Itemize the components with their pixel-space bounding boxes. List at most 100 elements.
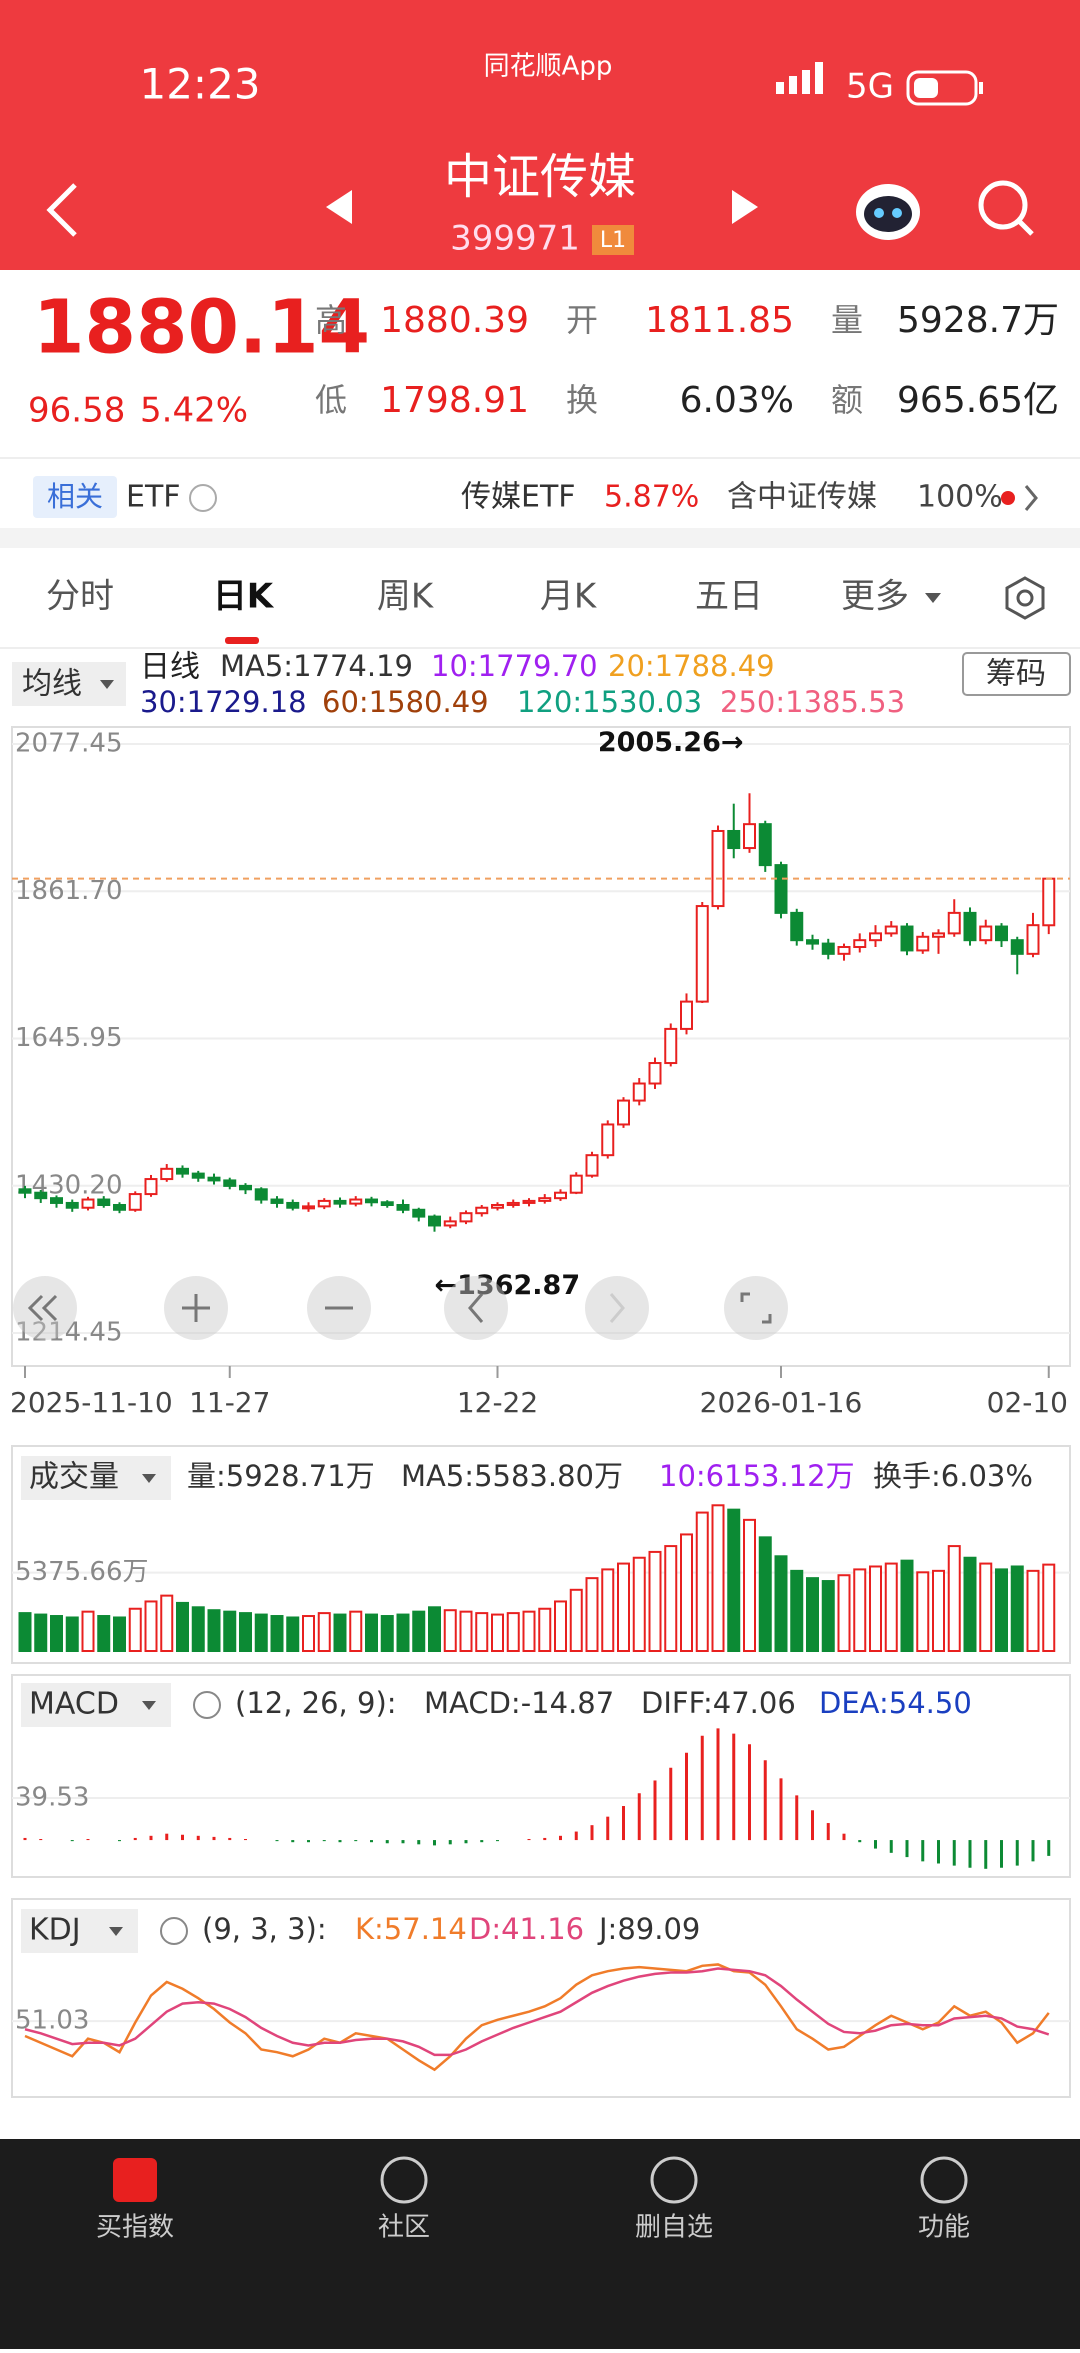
candle-body <box>65 1201 79 1209</box>
volume-bar <box>191 1606 205 1653</box>
candle-body <box>995 925 1008 942</box>
volume-bar <box>648 1550 662 1653</box>
control-button[interactable] <box>585 1276 649 1340</box>
indicator-legend: DIFF:47.06 <box>641 1686 796 1720</box>
tab-underline <box>225 637 259 644</box>
volume-bar <box>947 1545 961 1652</box>
chip-button-bg[interactable] <box>962 652 1071 696</box>
candle-body <box>1010 939 1024 955</box>
volume-bar <box>50 1615 63 1652</box>
candle-body <box>506 1201 520 1206</box>
next-button[interactable] <box>732 190 758 224</box>
volume-bar <box>1026 1569 1040 1653</box>
candle-body <box>837 946 851 955</box>
tab[interactable]: 分时 <box>46 577 114 617</box>
tab[interactable]: 日K <box>213 577 275 617</box>
volume-bar <box>522 1610 536 1652</box>
ma-selector[interactable]: 均线 <box>22 667 82 702</box>
nav-label[interactable]: 删自选 <box>635 2213 713 2243</box>
chevron[interactable] <box>1024 485 1038 511</box>
candle-body <box>191 1172 205 1179</box>
etf-tag-bg <box>33 476 117 518</box>
y-tick-label: 1645.95 <box>15 1023 123 1053</box>
tab[interactable]: 更多 <box>841 577 909 617</box>
etf-fund[interactable]: 传媒ETF <box>461 480 576 515</box>
etf-holding: 100% <box>917 480 1003 515</box>
indicator-legend: MACD:-14.87 <box>424 1686 614 1720</box>
caret <box>100 680 114 689</box>
nav-icon <box>650 2156 698 2204</box>
candle-body <box>302 1205 315 1210</box>
volume-bar <box>443 1609 457 1652</box>
ma-legend: 20:1788.49 <box>608 649 775 683</box>
candle-body <box>491 1203 504 1209</box>
robot-icon[interactable] <box>856 184 920 240</box>
nav-bg <box>0 2139 1080 2349</box>
indicator-selector[interactable]: MACD <box>29 1687 119 1722</box>
prev-button[interactable] <box>326 190 352 224</box>
indicator-params: (9, 3, 3): <box>202 1912 327 1946</box>
volume-bar <box>176 1601 189 1653</box>
volume-bar <box>774 1555 788 1653</box>
volume-bar <box>365 1613 378 1652</box>
indicator-selector[interactable]: KDJ <box>29 1913 81 1948</box>
volume-bar <box>853 1568 867 1653</box>
candle-body <box>18 1188 32 1194</box>
back-button[interactable] <box>46 183 77 237</box>
settings-icon[interactable] <box>1005 576 1045 620</box>
volume-bar <box>302 1615 315 1652</box>
status-app: 同花顺App <box>484 52 613 82</box>
field-value: 5928.7万 <box>897 300 1059 341</box>
change: 96.58 <box>28 391 125 431</box>
candle-body <box>349 1198 363 1205</box>
volume-bar <box>412 1610 426 1652</box>
volume-bar <box>380 1615 394 1652</box>
volume-bar <box>680 1533 693 1653</box>
tab[interactable]: 五日 <box>695 577 763 617</box>
volume-bar <box>916 1571 930 1653</box>
candle-body <box>270 1198 284 1204</box>
nav-icon <box>113 2158 157 2202</box>
nav-label[interactable]: 社区 <box>378 2213 430 2243</box>
tab[interactable]: 周K <box>377 577 435 617</box>
settings-icon-dot <box>1016 589 1034 607</box>
candle-body <box>144 1178 158 1196</box>
y-tick-label: 1214.45 <box>15 1318 123 1348</box>
volume-bar <box>932 1569 945 1653</box>
candle-body <box>380 1201 394 1206</box>
indicator-selector[interactable]: 成交量 <box>29 1460 119 1495</box>
indicator-legend: 换手:6.03% <box>873 1459 1033 1493</box>
indicator-legend: J:89.09 <box>597 1912 700 1946</box>
volume-bar <box>632 1556 646 1652</box>
status-network: 5G <box>846 67 894 107</box>
field-value: 1798.91 <box>380 380 529 421</box>
volume-bar <box>538 1607 552 1652</box>
ma-legend: 120:1530.03 <box>517 685 702 719</box>
field-value: 965.65亿 <box>897 380 1059 421</box>
tab[interactable]: 月K <box>540 577 598 617</box>
x-tick-label: 2025-11-10 <box>10 1386 173 1419</box>
field-label: 低 <box>315 381 347 419</box>
nav-label[interactable]: 买指数 <box>96 2213 174 2243</box>
etf-holding-label: 含中证传媒 <box>727 480 877 515</box>
volume-panel <box>11 1445 1071 1664</box>
field-value: 1811.85 <box>645 300 794 341</box>
nav-label[interactable]: 功能 <box>918 2213 970 2243</box>
price-panel <box>11 726 1071 1367</box>
help-icon[interactable] <box>160 1917 188 1945</box>
candle-body <box>711 829 725 908</box>
candle-body <box>884 925 898 935</box>
candle-body <box>522 1199 536 1204</box>
candle-body <box>554 1191 567 1200</box>
control-button[interactable] <box>724 1276 788 1340</box>
volume-bar <box>979 1562 993 1652</box>
search-icon[interactable] <box>978 180 1034 236</box>
volume-bar <box>758 1536 772 1653</box>
control-button[interactable] <box>444 1276 508 1340</box>
help-icon[interactable] <box>193 1691 221 1719</box>
volume-bar <box>113 1616 126 1653</box>
help-icon[interactable] <box>189 484 217 512</box>
chip-button[interactable]: 筹码 <box>986 657 1046 692</box>
kdj-line <box>24 1963 1050 2072</box>
candle-body <box>97 1198 111 1206</box>
